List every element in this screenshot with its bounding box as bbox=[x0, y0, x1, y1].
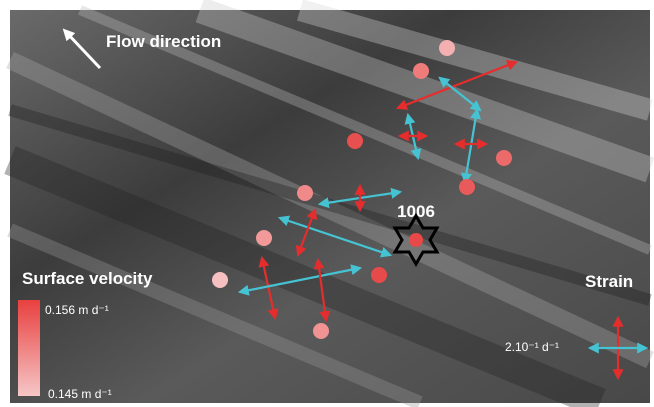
velocity-max-label: 0.156 m d⁻¹ bbox=[45, 303, 109, 317]
site-label: 1006 bbox=[397, 202, 435, 221]
strain-legend-title: Strain bbox=[585, 272, 633, 291]
flow-label: Flow direction bbox=[106, 32, 221, 51]
site-marker bbox=[392, 213, 440, 267]
strain-arrows bbox=[237, 60, 649, 381]
flow-arrow bbox=[62, 28, 102, 70]
velocity-min-label: 0.145 m d⁻¹ bbox=[48, 387, 112, 401]
velocity-dots bbox=[212, 40, 512, 339]
velocity-legend-title: Surface velocity bbox=[22, 269, 153, 288]
strain-scale-label: 2.10⁻¹ d⁻¹ bbox=[505, 340, 559, 354]
velocity-colorbar bbox=[18, 300, 40, 396]
